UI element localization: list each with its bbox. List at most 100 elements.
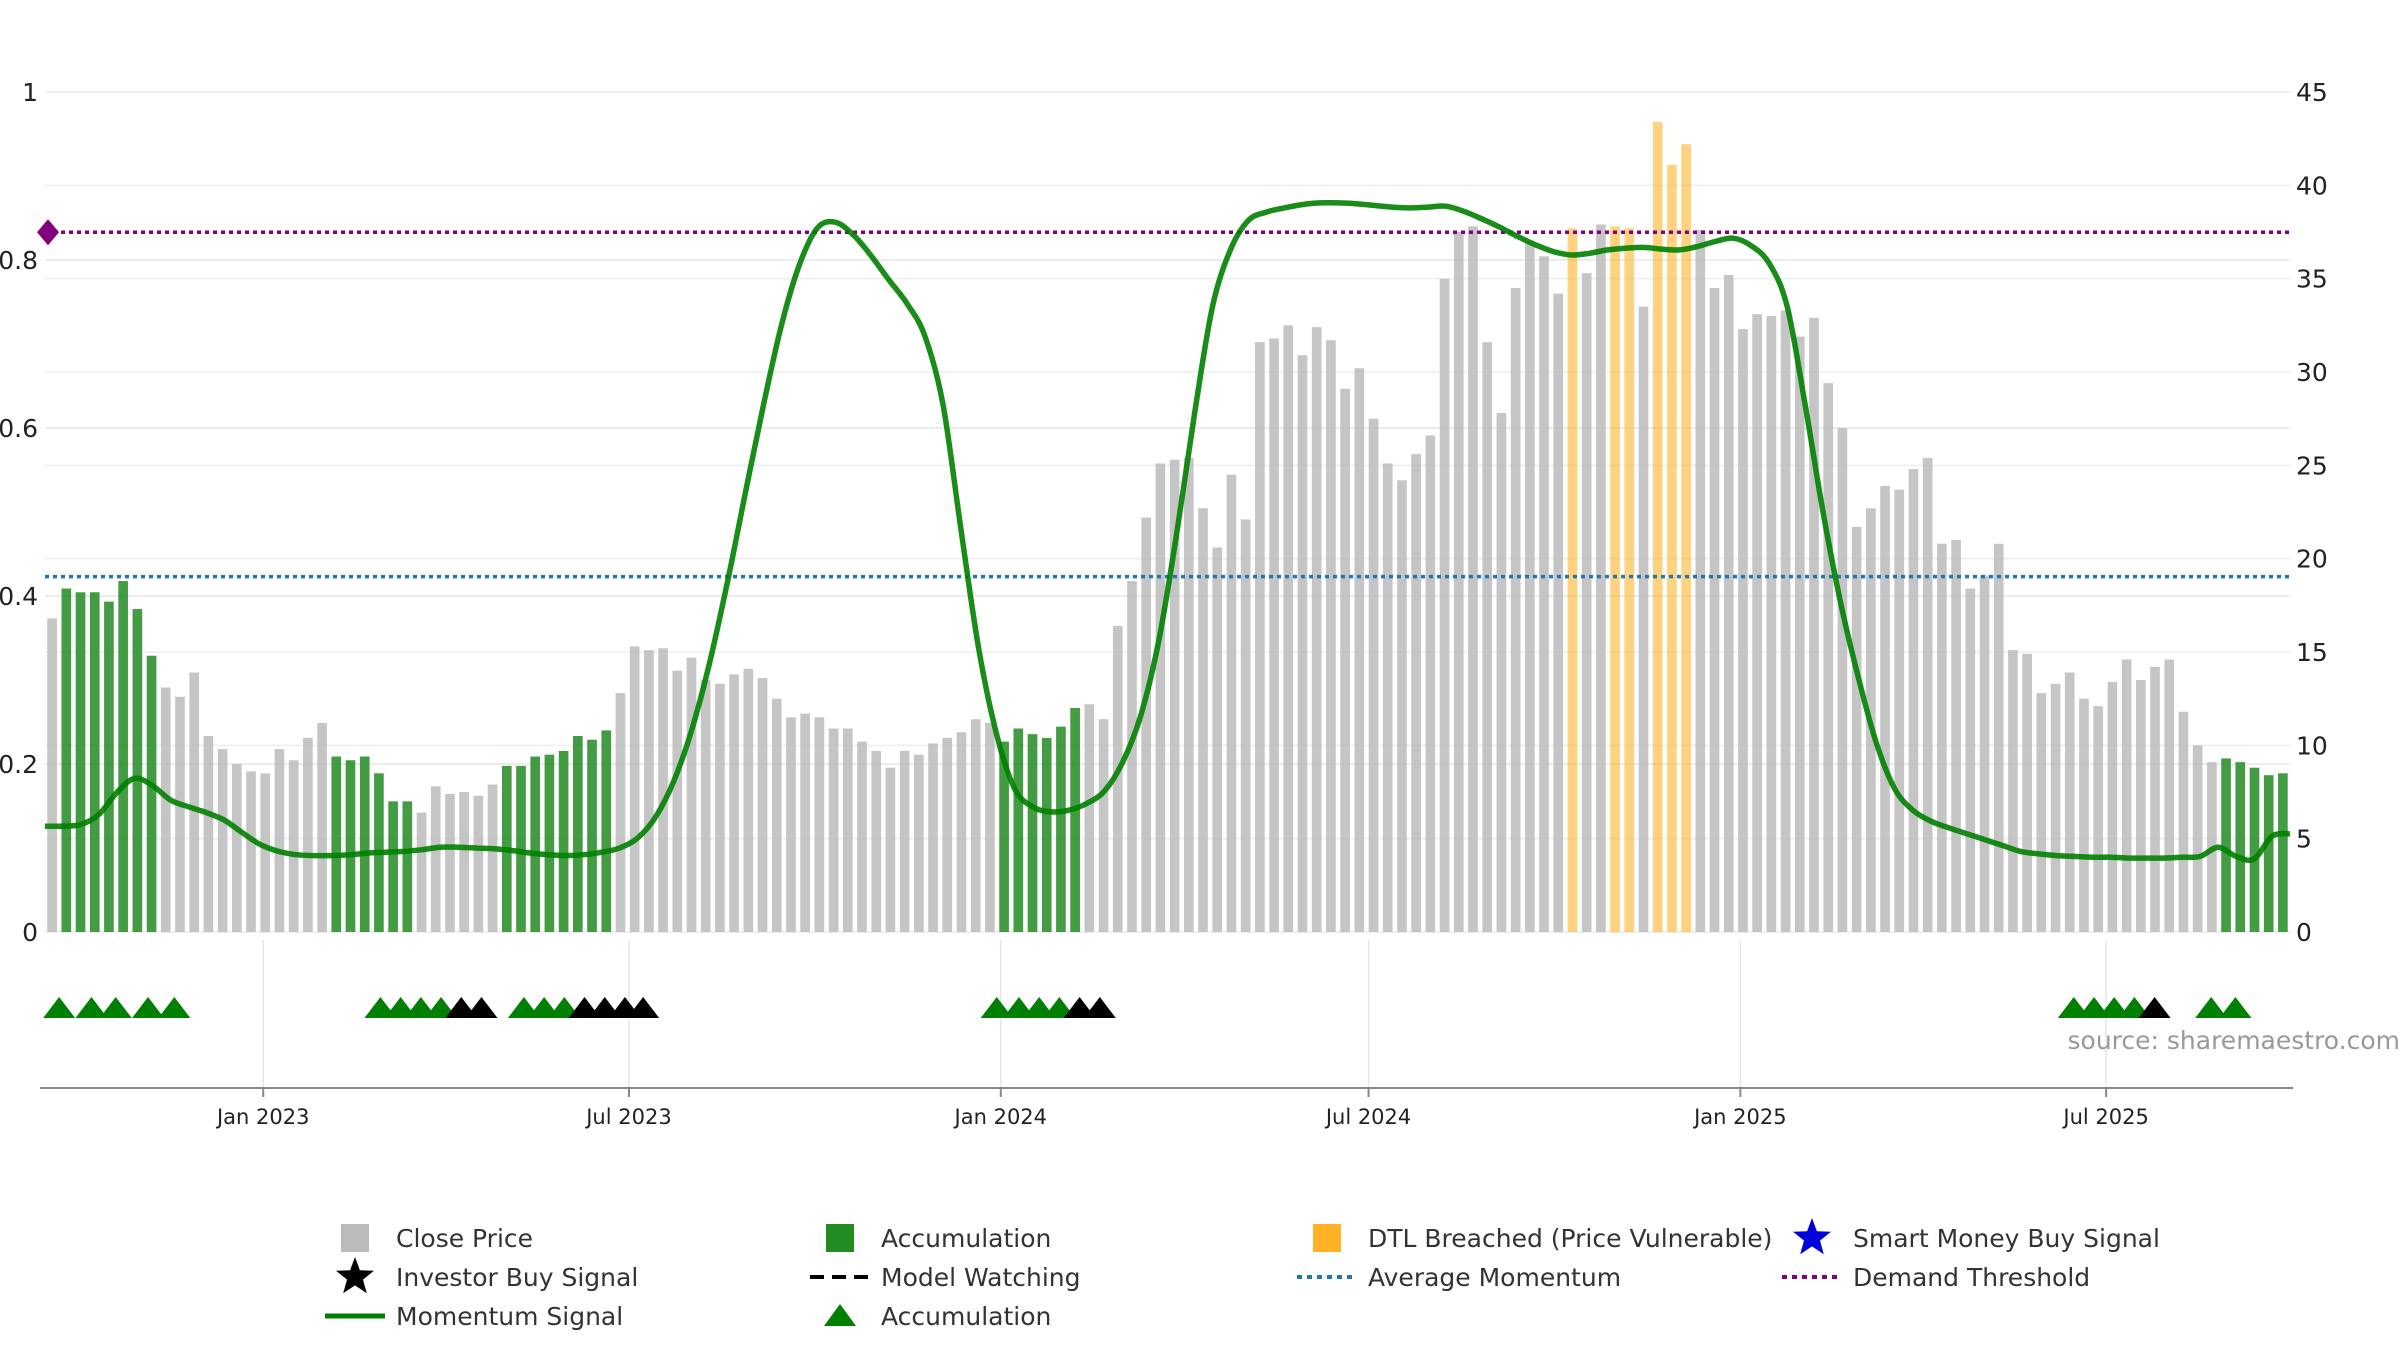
price-bar — [487, 784, 498, 932]
price-bar — [914, 754, 924, 932]
accumulation-signal-marker — [75, 997, 108, 1018]
price-bar — [1368, 418, 1379, 932]
price-bar — [1482, 342, 1493, 932]
legend-item: Average Momentum — [1297, 1263, 1621, 1292]
price-bar — [445, 793, 455, 932]
legend: Close Price Accumulation DTL Breached (Pri… — [325, 1218, 2160, 1331]
price-bar — [1667, 164, 1677, 933]
left-axis-tick-label: 1 — [22, 78, 38, 107]
left-axis-tick-label: 0.8 — [0, 246, 38, 275]
demand-threshold-marker — [37, 219, 59, 246]
legend-item: Model Watching — [810, 1263, 1081, 1292]
legend-star-icon — [1793, 1218, 1831, 1255]
accumulation-signal-marker — [132, 997, 165, 1018]
grid-layer — [45, 91, 2290, 1088]
price-bar — [1269, 338, 1279, 932]
legend-item: Smart Money Buy Signal — [1793, 1218, 2160, 1255]
x-axis-tick-label: Jul 2023 — [584, 1105, 671, 1129]
price-bar — [757, 678, 768, 932]
price-bar — [1354, 368, 1365, 932]
price-bar — [118, 581, 128, 932]
price-bar — [786, 717, 796, 932]
accumulation-signal-marker — [2098, 997, 2131, 1018]
price-bar — [956, 732, 967, 932]
legend-label: Accumulation — [881, 1302, 1051, 1331]
accumulation-signal-marker — [507, 997, 540, 1018]
price-bar — [1624, 228, 1635, 932]
price-bar — [89, 592, 100, 932]
price-bar — [47, 618, 57, 932]
bars-layer — [47, 121, 2288, 933]
price-bar — [1041, 737, 1052, 932]
price-bar — [75, 592, 86, 932]
price-bar — [1027, 734, 1038, 932]
price-bar — [2121, 659, 2132, 932]
legend-square-icon — [1313, 1224, 1341, 1252]
left-axis-tick-label: 0.4 — [0, 582, 38, 611]
price-bar — [317, 722, 327, 932]
accumulation-signal-marker — [1043, 997, 1076, 1018]
legend-label: Smart Money Buy Signal — [1853, 1224, 2160, 1253]
investor-signal-marker — [568, 997, 601, 1018]
price-bar — [644, 650, 654, 932]
right-axis-tick-label: 30 — [2296, 358, 2328, 387]
price-bar — [1823, 383, 1834, 932]
price-bar — [1567, 228, 1578, 932]
price-bar — [615, 693, 626, 932]
price-bar — [928, 743, 938, 932]
accumulation-signal-marker — [99, 997, 132, 1018]
x-axis-tick-label: Jan 2025 — [1692, 1105, 1787, 1129]
price-bar — [700, 680, 711, 932]
price-bar — [842, 728, 853, 932]
price-bar — [2008, 650, 2018, 932]
accumulation-signal-marker — [364, 997, 397, 1018]
price-bar — [473, 795, 484, 932]
x-axis-tick-label: Jan 2023 — [215, 1105, 310, 1129]
price-bar — [2278, 773, 2288, 932]
accumulation-signal-marker — [980, 997, 1013, 1018]
price-bar — [1908, 469, 1919, 932]
price-bar — [61, 588, 72, 932]
accumulation-signal-marker — [384, 997, 417, 1018]
investor-signal-marker — [445, 997, 478, 1018]
investor-signal-marker — [627, 997, 660, 1018]
accumulation-signal-marker — [425, 997, 458, 1018]
price-bar — [359, 756, 370, 932]
price-bar — [1652, 121, 1663, 933]
price-bar — [1524, 241, 1535, 932]
price-bar — [1553, 293, 1564, 933]
price-bar — [516, 765, 526, 932]
price-bar — [1425, 435, 1436, 932]
price-bar — [1993, 543, 2004, 932]
legend-label: DTL Breached (Price Vulnerable) — [1368, 1224, 1772, 1253]
price-bar — [999, 741, 1009, 932]
price-bar — [1112, 625, 1123, 932]
price-bar — [800, 713, 810, 932]
price-bar — [1951, 540, 1961, 932]
price-bar — [132, 609, 143, 932]
price-bar — [1311, 327, 1322, 932]
accumulation-signal-marker — [158, 997, 191, 1018]
price-bar — [1851, 526, 1862, 932]
right-axis-tick-label: 20 — [2296, 545, 2328, 574]
accumulation-signal-marker — [1023, 997, 1056, 1018]
price-bar — [715, 683, 725, 932]
price-bar — [189, 672, 200, 932]
legend-label: Close Price — [396, 1224, 533, 1253]
legend-item: DTL Breached (Price Vulnerable) — [1313, 1224, 1772, 1253]
price-bar — [1098, 719, 1109, 932]
legend-label: Demand Threshold — [1853, 1263, 2090, 1292]
accumulation-signal-marker — [548, 997, 581, 1018]
source-text: source: sharemaestro.com — [2068, 1026, 2400, 1055]
price-bar — [1581, 273, 1592, 932]
price-bar — [402, 801, 413, 932]
legend-label: Accumulation — [881, 1224, 1051, 1253]
price-bar — [1127, 581, 1137, 932]
signals-layer — [43, 997, 2252, 1018]
price-bar — [1738, 329, 1748, 932]
price-bar — [1183, 457, 1194, 932]
accumulation-signal-marker — [2195, 997, 2228, 1018]
price-bar — [1397, 480, 1407, 932]
price-bar — [160, 687, 171, 932]
